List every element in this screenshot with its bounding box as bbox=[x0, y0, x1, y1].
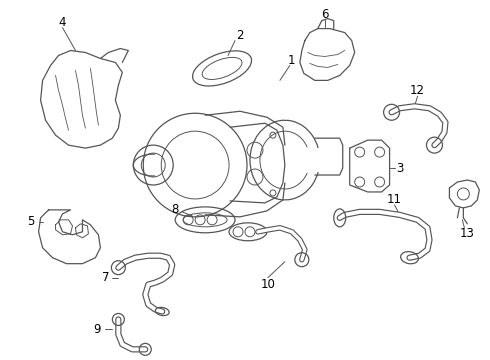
Text: 2: 2 bbox=[236, 29, 244, 42]
Text: 12: 12 bbox=[410, 84, 425, 97]
Text: 3: 3 bbox=[396, 162, 403, 175]
Text: 5: 5 bbox=[27, 215, 34, 228]
Text: 4: 4 bbox=[59, 16, 66, 29]
Text: 9: 9 bbox=[94, 323, 101, 336]
Text: 6: 6 bbox=[321, 8, 328, 21]
Text: 13: 13 bbox=[460, 227, 475, 240]
Text: 8: 8 bbox=[172, 203, 179, 216]
Text: 11: 11 bbox=[387, 193, 402, 206]
Text: 7: 7 bbox=[101, 271, 109, 284]
Text: 10: 10 bbox=[261, 278, 275, 291]
Text: 1: 1 bbox=[288, 54, 295, 67]
